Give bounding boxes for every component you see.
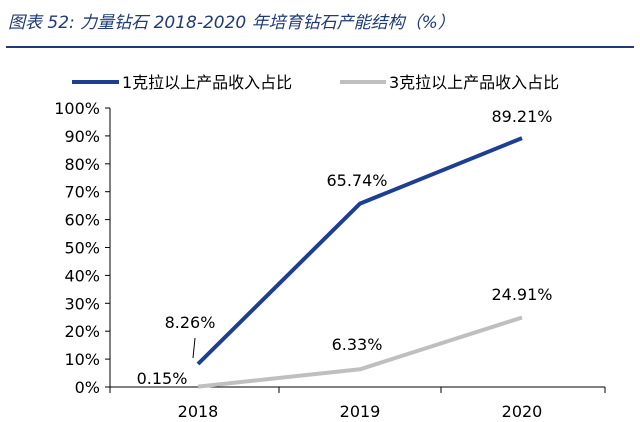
x-tick-label: 2019 <box>340 402 381 421</box>
data-label: 6.33% <box>332 335 383 354</box>
y-tick-label: 60% <box>64 211 100 230</box>
title-divider <box>6 46 634 48</box>
x-tick-label: 2018 <box>178 402 219 421</box>
series-lines <box>196 136 523 389</box>
data-labels: 8.26% 65.74% 89.21% 0.15% 6.33% 24.91% <box>137 107 553 388</box>
legend: 1克拉以上产品收入占比 3克拉以上产品收入占比 <box>72 73 559 92</box>
data-label: 65.74% <box>326 171 387 190</box>
y-tick-label: 10% <box>64 350 100 369</box>
y-tick-label: 70% <box>64 183 100 202</box>
chart-title: 图表 52: 力量钻石 2018-2020 年培育钻石产能结构（%） <box>8 13 455 33</box>
y-tick-label: 100% <box>54 99 100 118</box>
data-label: 89.21% <box>491 107 552 126</box>
y-tick-label: 90% <box>64 127 100 146</box>
legend-label-2: 3克拉以上产品收入占比 <box>389 73 559 92</box>
y-tick-label: 0% <box>75 378 100 397</box>
y-tick-label: 80% <box>64 155 100 174</box>
x-tick-label: 2020 <box>502 402 543 421</box>
data-label: 24.91% <box>491 285 552 304</box>
y-tick-label: 40% <box>64 266 100 285</box>
axes: 0% 10% 20% 30% 40% 50% 60% 70% 80% 90% 100% 2018 201… <box>54 99 606 421</box>
data-label: 0.15% <box>137 369 188 388</box>
label-leader-line <box>192 337 196 359</box>
series-line-1 <box>196 136 523 366</box>
y-tick-label: 20% <box>64 322 100 341</box>
series-line-2 <box>197 315 523 389</box>
legend-label-1: 1克拉以上产品收入占比 <box>122 73 292 92</box>
data-label: 8.26% <box>165 313 216 332</box>
y-tick-label: 30% <box>64 294 100 313</box>
y-tick-label: 50% <box>64 239 100 258</box>
